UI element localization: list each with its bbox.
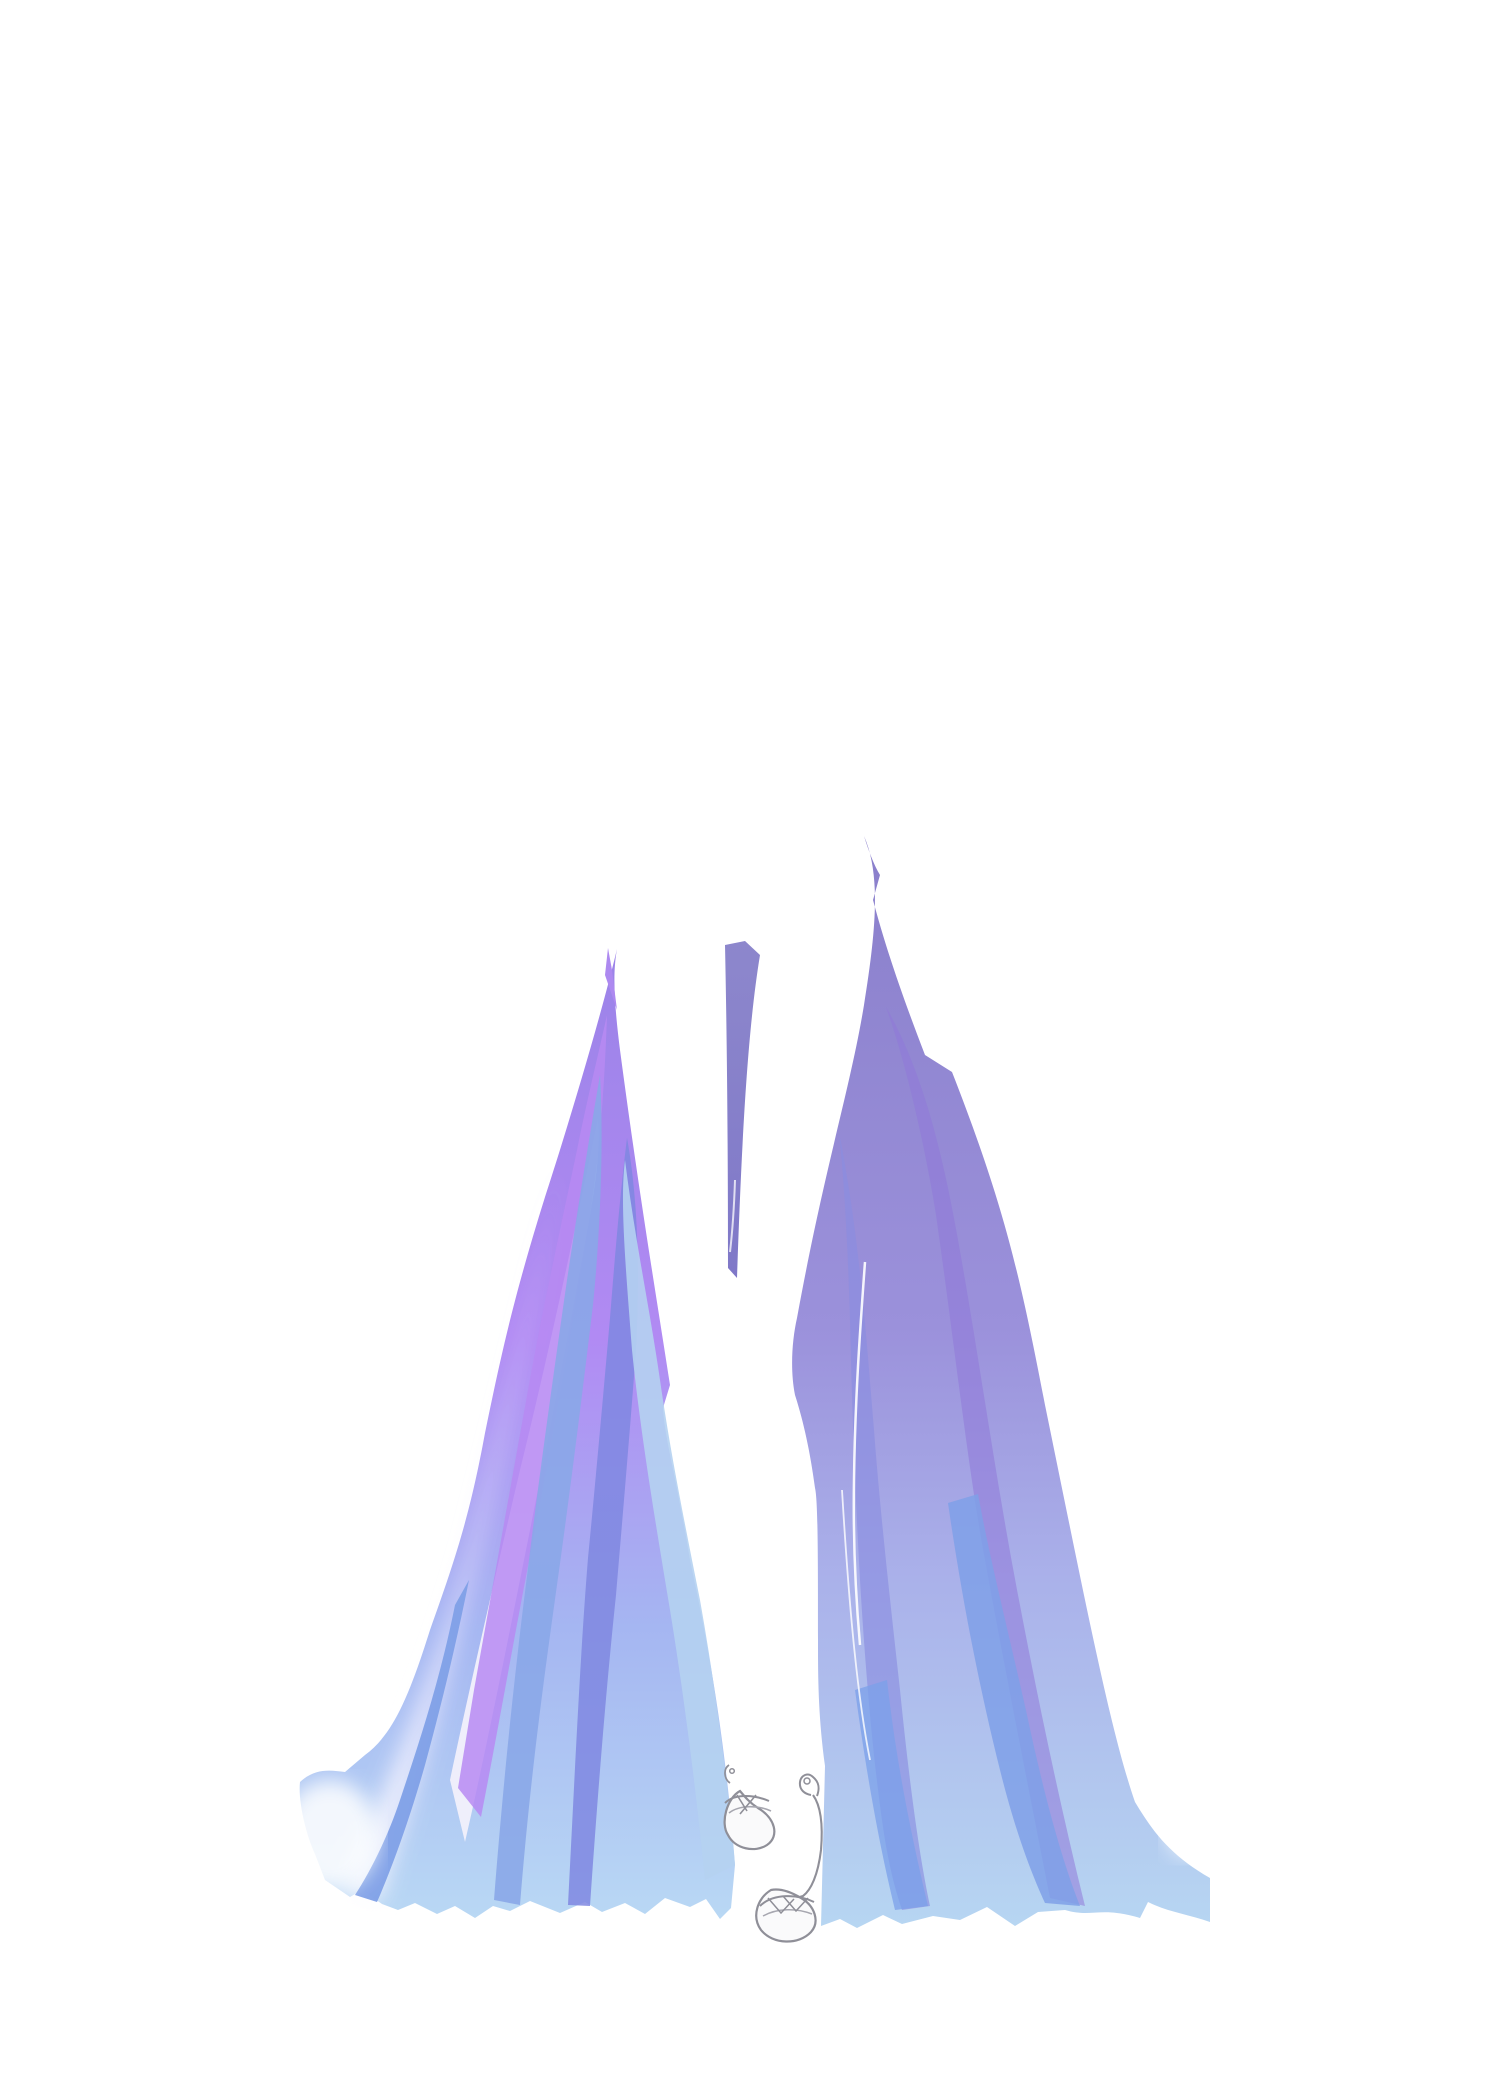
gown-inner-fold xyxy=(725,941,760,1278)
gown-left-waist-fragment xyxy=(605,948,617,1010)
gown-center-left-pale xyxy=(622,1160,735,1880)
sandal-left-icon xyxy=(723,1764,776,1851)
gown-left-purple-stripe xyxy=(458,1015,607,1817)
gown-center-left-stripe-1 xyxy=(494,1075,602,1905)
gown-highlight-1 xyxy=(852,1261,867,1646)
gown-right-purple-stripe xyxy=(886,1007,1085,1906)
gown-highlight-3 xyxy=(729,1179,736,1253)
sandal-right-icon xyxy=(755,1773,823,1943)
gown-left-glow xyxy=(282,1780,378,1890)
gown-right-lower-shade xyxy=(855,1680,928,1910)
gown-right-lower-blue-stripe xyxy=(948,1494,1080,1906)
gown-highlight-2 xyxy=(841,1489,871,1761)
gown-right-panel xyxy=(792,836,1210,1928)
gown-left-blue-stripe xyxy=(355,1580,469,1902)
gown-right-glow xyxy=(1163,1773,1211,1857)
gown-center-left-stripe-2 xyxy=(568,1138,638,1906)
